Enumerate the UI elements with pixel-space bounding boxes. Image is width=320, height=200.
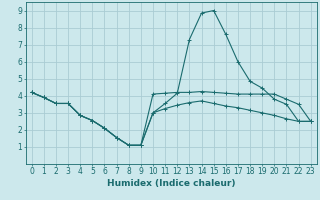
X-axis label: Humidex (Indice chaleur): Humidex (Indice chaleur) [107, 179, 236, 188]
